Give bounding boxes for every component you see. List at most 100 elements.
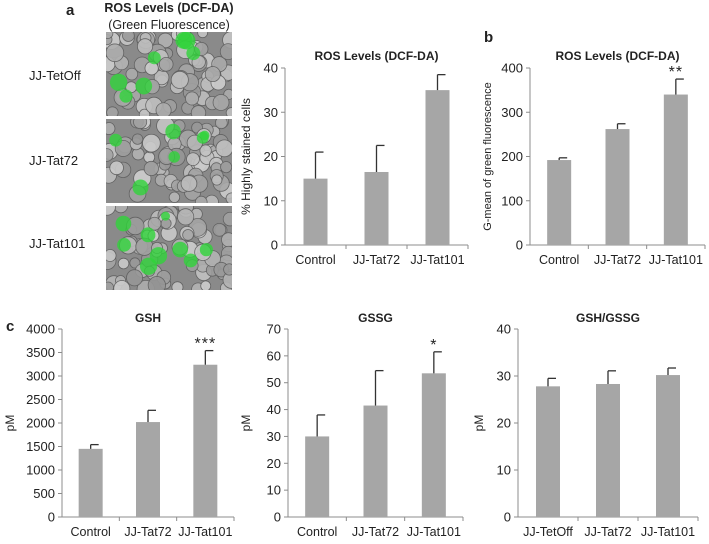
y-tick-label: 500 xyxy=(33,486,55,501)
x-tick-label: JJ-Tat101 xyxy=(178,525,232,539)
y-tick-label: 1500 xyxy=(26,439,55,454)
y-axis-label: pM xyxy=(239,415,253,432)
cell xyxy=(143,160,159,177)
y-axis-label: pM xyxy=(3,415,17,432)
cell xyxy=(204,66,221,83)
cell xyxy=(212,94,230,111)
fluorescent-cell xyxy=(160,211,171,221)
x-tick-label: Control xyxy=(71,525,111,539)
fluorescent-cell xyxy=(183,253,198,268)
y-tick-label: 50 xyxy=(267,375,281,390)
bar-control xyxy=(547,160,572,245)
y-tick-label: 10 xyxy=(267,483,281,498)
fluorescent-cell xyxy=(135,77,153,95)
fluorescent-cell xyxy=(115,215,132,232)
y-tick-label: 30 xyxy=(264,105,278,120)
y-tick-label: 3000 xyxy=(26,369,55,384)
chart-title: ROS Levels (DCF-DA) xyxy=(314,49,438,63)
cell xyxy=(225,192,232,203)
y-tick-label: 2000 xyxy=(26,416,55,431)
cell xyxy=(170,70,189,89)
x-tick-label: JJ-Tat101 xyxy=(649,253,703,267)
micrograph-subtitle: (Green Fluorescence) xyxy=(108,18,230,32)
y-tick-label: 0 xyxy=(274,510,281,525)
micrograph-image-tat72 xyxy=(106,119,232,203)
cell xyxy=(142,133,161,153)
x-tick-label: JJ-Tat101 xyxy=(410,253,464,267)
cell xyxy=(223,263,232,276)
cell xyxy=(158,56,174,72)
cell xyxy=(180,175,198,192)
x-tick-label: JJ-Tat72 xyxy=(124,525,171,539)
chart-title: ROS Levels (DCF-DA) xyxy=(555,49,679,63)
y-tick-label: 300 xyxy=(501,105,523,120)
bar-jj-tat101 xyxy=(193,364,218,517)
cell xyxy=(106,148,114,162)
cell xyxy=(113,280,131,290)
micrograph-row-label-tat72: JJ-Tat72 xyxy=(29,153,79,168)
x-tick-label: Control xyxy=(295,253,335,267)
cell xyxy=(155,102,172,116)
y-axis-label: pM xyxy=(472,415,486,432)
cell xyxy=(106,106,119,116)
cell xyxy=(137,38,154,55)
panel-label-a: a xyxy=(66,2,75,19)
cell xyxy=(168,191,181,203)
bar-jj-tat72 xyxy=(363,405,388,517)
y-tick-label: 70 xyxy=(267,322,281,337)
micrograph-row-label-tetoff: JJ-TetOff xyxy=(29,68,81,83)
fluorescent-cell xyxy=(132,179,149,196)
cell xyxy=(106,206,116,216)
bar-jj-tat101 xyxy=(663,94,688,245)
y-tick-label: 10 xyxy=(497,463,511,478)
cell xyxy=(133,119,148,130)
y-tick-label: 20 xyxy=(497,416,511,431)
cell xyxy=(122,32,135,42)
bar-jj-tat101 xyxy=(421,373,446,517)
x-tick-label: JJ-Tat72 xyxy=(584,525,631,539)
y-tick-label: 0 xyxy=(48,510,55,525)
bar-control xyxy=(78,448,103,517)
cell xyxy=(197,32,209,39)
y-tick-label: 3500 xyxy=(26,345,55,360)
bar-jj-tat72 xyxy=(596,383,620,517)
cell xyxy=(200,280,212,290)
y-tick-label: 30 xyxy=(497,369,511,384)
cell xyxy=(106,32,114,39)
cell xyxy=(219,43,232,61)
fluorescent-cell xyxy=(109,133,123,147)
x-tick-label: Control xyxy=(539,253,579,267)
fluorescent-cell xyxy=(196,131,209,144)
y-tick-label: 2500 xyxy=(26,392,55,407)
cell xyxy=(109,160,124,176)
y-tick-label: 4000 xyxy=(26,322,55,337)
panel-label-b: b xyxy=(484,29,494,46)
x-tick-label: JJ-Tat72 xyxy=(594,253,641,267)
cell xyxy=(199,144,212,157)
bar-control xyxy=(305,436,330,517)
y-tick-label: 20 xyxy=(267,456,281,471)
y-tick-label: 200 xyxy=(501,149,523,164)
bar-jj-tat72 xyxy=(605,129,630,245)
cell xyxy=(147,276,166,290)
x-tick-label: JJ-TetOff xyxy=(523,525,573,539)
cell xyxy=(222,211,232,227)
cell xyxy=(117,257,130,270)
micrograph-tile-tat72 xyxy=(106,119,232,203)
cell xyxy=(106,122,116,135)
cell xyxy=(106,43,125,63)
chart-title: GSSG xyxy=(358,311,393,325)
cell xyxy=(225,107,232,116)
significance-marker: ** xyxy=(669,64,683,81)
x-tick-label: JJ-Tat72 xyxy=(352,525,399,539)
cell xyxy=(186,152,200,167)
y-tick-label: 40 xyxy=(264,61,278,76)
cell xyxy=(190,105,207,116)
cell xyxy=(182,229,194,241)
y-tick-label: 60 xyxy=(267,348,281,363)
y-tick-label: 100 xyxy=(501,193,523,208)
chart-title: GSH/GSSG xyxy=(576,311,640,325)
bar-control xyxy=(303,178,328,245)
y-axis-label: G-mean of green fluorescence xyxy=(482,82,494,231)
